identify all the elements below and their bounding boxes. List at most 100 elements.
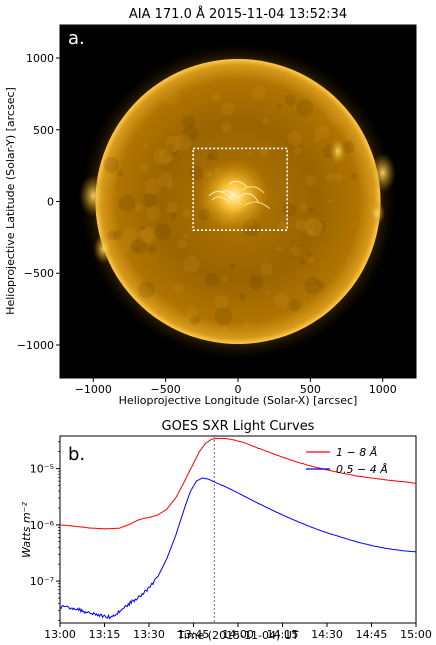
disk-mottle [169,212,177,220]
coronal-loop [237,193,259,202]
disk-mottle [303,217,322,236]
aia-y-axis-label: Helioprojective Latitude (Solar-Y) [arcs… [4,87,17,315]
disk-mottle [164,89,180,105]
x-tick-label: 13:00 [44,628,76,641]
disk-mottle [117,170,124,177]
disk-mottle [190,315,200,325]
disk-mottle [171,146,178,153]
disk-mottle [274,292,289,308]
disk-mottle [277,221,287,231]
y-tick-label: 500 [33,124,54,137]
disk-mottle [135,203,143,212]
x-tick-label: −1000 [75,383,112,396]
disk-mottle [260,262,273,276]
disk-mottle [350,172,358,180]
goes-panel: GOES SXR Light Curves 13:00 13:15 13:30 13:… [20,419,432,642]
disk-mottle [293,147,302,155]
central-active-region [195,157,272,234]
disk-mottle [214,294,229,309]
limb-active-region [328,137,347,165]
disk-mottle [260,147,270,158]
disk-mottle [174,133,192,152]
disk-mottle [221,102,235,116]
y-tick-label: 1000 [26,52,54,65]
disk-mottle [207,149,219,161]
goes-x-axis-label: Time (2015-11-04) UT [176,629,298,642]
disk-mottle [118,237,124,243]
disk-mottle [298,258,306,266]
limb-active-region [93,233,114,264]
x-tick-label: 1000 [369,383,397,396]
disk-mottle [143,143,149,149]
x-tick-label: 13:45 [178,628,210,641]
disk-mottle [164,135,181,152]
x-tick-label: 14:15 [267,628,299,641]
disk-mottle [308,207,314,213]
goes-plot-area [59,436,417,623]
y-tick-label: 10⁻⁶ [30,519,55,532]
disk-mottle [138,228,154,244]
disk-mottle [166,202,178,214]
x-tick-label: 14:00 [222,628,254,641]
disk-mottle [282,202,297,217]
disk-mottle [176,238,187,250]
disk-mottle [148,245,157,254]
disk-mottle [328,199,333,204]
disk-mottle [140,225,146,232]
coronal-loop [226,198,242,205]
disk-mottle [295,219,307,231]
disk-mottle [238,293,246,301]
sun-disk-image [76,40,400,363]
disk-mottle [248,152,253,157]
disk-mottle [306,228,315,237]
aia-title: AIA 171.0 Å 2015-11-04 13:52:34 [129,6,347,22]
goes-y-axis-label: Watts m⁻² [20,502,33,558]
disk-mottle [113,229,125,241]
aia-axis-ticks: −1000 −500 0 500 1000 −1000 −500 0 500 1000 [17,52,397,396]
disk-mottle [304,276,322,295]
disk-mottle [243,322,251,330]
disk-mottle [317,281,326,289]
x-tick-label: 13:30 [133,628,165,641]
disk-mottle [166,181,174,190]
disk-mottle [204,272,219,287]
disk-mottle [137,281,155,299]
disk-mottle [211,93,221,103]
disk-mottle [305,218,324,237]
x-tick-label: 500 [300,383,321,396]
series-line-short [59,477,417,620]
goes-axis-ticks: 13:00 13:15 13:30 13:45 14:00 14:15 14:30 14:45… [30,441,432,641]
legend-label: 0.5 − 4 Å [336,463,388,476]
y-tick-label: −1000 [17,339,54,352]
limb-active-region [368,200,385,225]
disk-mottle [141,226,158,243]
limb-active-region [369,153,396,193]
disk-mottle [135,246,141,253]
disk-mottle [305,175,317,186]
y-tick-label: 10⁻⁷ [30,575,54,588]
disk-mottle [288,299,302,312]
disk-mottle [182,126,198,142]
disk-mottle [345,257,351,262]
disk-mottle [182,255,200,273]
disk-mottle [183,234,189,239]
disk-mottle [142,193,157,208]
panel-a-label: a. [68,28,85,49]
disk-mottle [327,108,345,126]
disk-mottle [287,130,303,146]
x-tick-label: 14:45 [356,628,388,641]
disk-mottle [182,115,196,129]
disk-mottle [312,220,326,234]
disk-mottle [158,148,174,164]
disk-mottle [299,202,308,212]
disk-mottle [229,262,236,269]
disk-mottle [144,178,162,195]
disk-mottle [276,246,282,252]
disk-mottle [206,154,213,161]
disk-mottle [214,307,232,326]
disk-mottle [334,172,343,182]
y-tick-label: 0 [47,196,54,209]
x-tick-label: −500 [151,383,181,396]
disk-mottle [220,121,232,133]
